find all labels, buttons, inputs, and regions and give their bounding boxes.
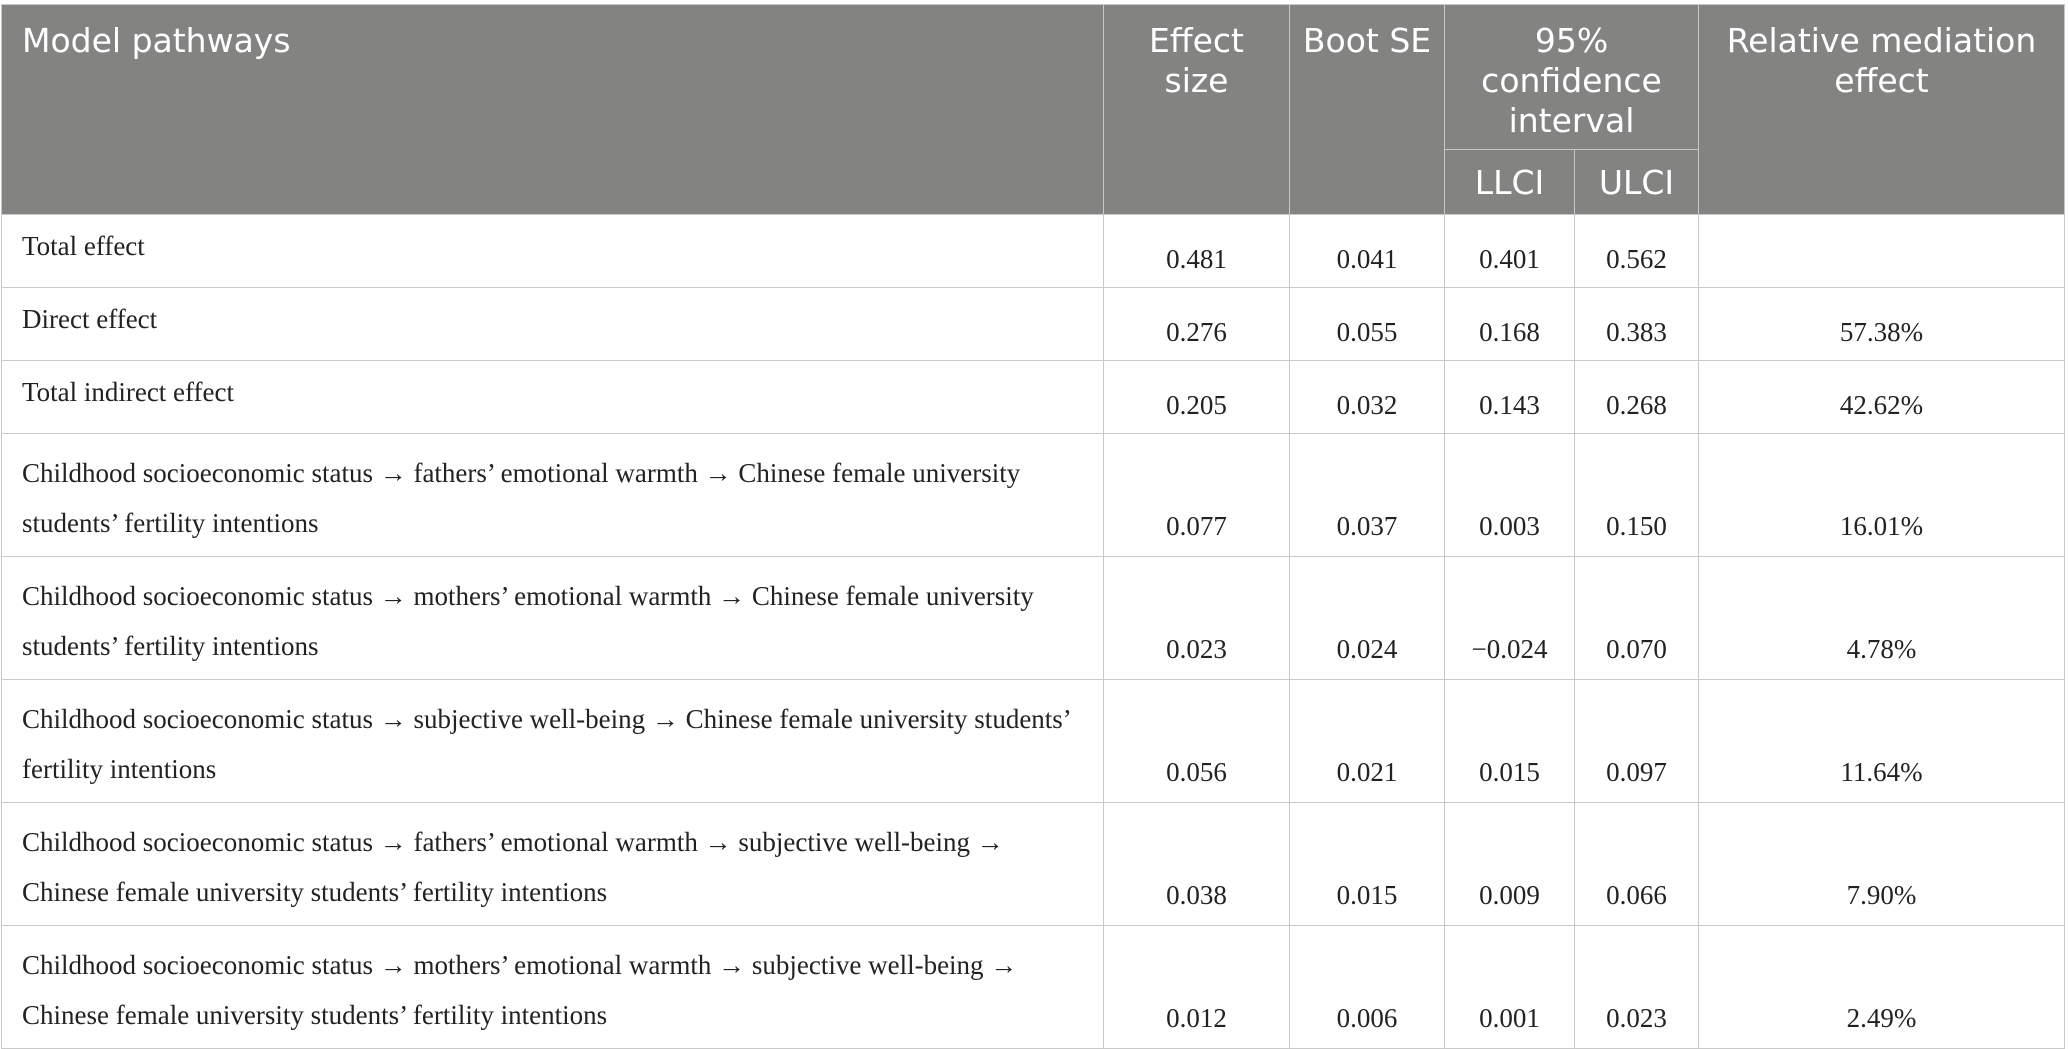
cell-ulci: 0.097 [1573, 679, 1700, 803]
cell-boot-se: 0.055 [1289, 287, 1445, 361]
cell-llci: 0.003 [1444, 433, 1575, 557]
cell-relative-effect: 11.64% [1698, 679, 2066, 803]
table-row: Childhood socioeconomic status → mothers… [1, 556, 2066, 680]
table-row: Childhood socioeconomic status → mothers… [1, 925, 2066, 1049]
table-row: Childhood socioeconomic status → fathers… [1, 433, 2066, 557]
header-boot-se: Boot SE [1289, 4, 1445, 215]
cell-ulci: 0.066 [1573, 802, 1700, 926]
cell-llci: 0.168 [1444, 287, 1575, 361]
cell-relative-effect: 2.49% [1698, 925, 2066, 1049]
cell-relative-effect [1698, 214, 2066, 288]
cell-effect-size: 0.056 [1103, 679, 1290, 803]
table-row: Childhood socioeconomic status → fathers… [1, 802, 2066, 926]
cell-llci: −0.024 [1444, 556, 1575, 680]
cell-pathway: Direct effect [1, 287, 1104, 361]
cell-relative-effect: 42.62% [1698, 360, 2066, 434]
cell-pathway: Childhood socioeconomic status → fathers… [1, 433, 1104, 557]
cell-ulci: 0.150 [1573, 433, 1700, 557]
cell-pathway: Childhood socioeconomic status → mothers… [1, 925, 1104, 1049]
cell-ulci: 0.023 [1573, 925, 1700, 1049]
table-row: Total indirect effect 0.205 0.032 0.143 … [1, 360, 2066, 434]
cell-effect-size: 0.038 [1103, 802, 1290, 926]
table-body: Total effect 0.481 0.041 0.401 0.562 Dir… [1, 214, 2066, 1049]
cell-effect-size: 0.012 [1103, 925, 1290, 1049]
cell-boot-se: 0.037 [1289, 433, 1445, 557]
cell-relative-effect: 7.90% [1698, 802, 2066, 926]
cell-relative-effect: 57.38% [1698, 287, 2066, 361]
header-model-pathways: Model pathways [1, 4, 1104, 215]
cell-llci: 0.001 [1444, 925, 1575, 1049]
cell-ulci: 0.070 [1573, 556, 1700, 680]
table-row: Total effect 0.481 0.041 0.401 0.562 [1, 214, 2066, 288]
header-confidence-interval: 95% confidence interval [1443, 4, 1700, 150]
table-header: Model pathways Effect size Boot SE 95% c… [1, 4, 2066, 215]
cell-llci: 0.009 [1444, 802, 1575, 926]
cell-boot-se: 0.021 [1289, 679, 1445, 803]
header-ulci: ULCI [1573, 149, 1700, 215]
cell-pathway: Childhood socioeconomic status → subject… [1, 679, 1104, 803]
table-row: Direct effect 0.276 0.055 0.168 0.383 57… [1, 287, 2066, 361]
header-effect-size: Effect size [1103, 4, 1290, 215]
cell-effect-size: 0.023 [1103, 556, 1290, 680]
cell-boot-se: 0.041 [1289, 214, 1445, 288]
cell-effect-size: 0.205 [1103, 360, 1290, 434]
cell-effect-size: 0.077 [1103, 433, 1290, 557]
cell-pathway: Total indirect effect [1, 360, 1104, 434]
cell-pathway: Total effect [1, 214, 1104, 288]
header-relative-mediation-effect: Relative mediation effect [1698, 4, 2066, 215]
cell-llci: 0.143 [1444, 360, 1575, 434]
cell-boot-se: 0.024 [1289, 556, 1445, 680]
cell-relative-effect: 4.78% [1698, 556, 2066, 680]
cell-llci: 0.401 [1444, 214, 1575, 288]
cell-ulci: 0.562 [1573, 214, 1700, 288]
cell-effect-size: 0.481 [1103, 214, 1290, 288]
cell-pathway: Childhood socioeconomic status → fathers… [1, 802, 1104, 926]
cell-relative-effect: 16.01% [1698, 433, 2066, 557]
cell-boot-se: 0.015 [1289, 802, 1445, 926]
table-row: Childhood socioeconomic status → subject… [1, 679, 2066, 803]
cell-ulci: 0.383 [1573, 287, 1700, 361]
cell-boot-se: 0.032 [1289, 360, 1445, 434]
cell-ulci: 0.268 [1573, 360, 1700, 434]
cell-boot-se: 0.006 [1289, 925, 1445, 1049]
cell-pathway: Childhood socioeconomic status → mothers… [1, 556, 1104, 680]
cell-llci: 0.015 [1444, 679, 1575, 803]
cell-effect-size: 0.276 [1103, 287, 1290, 361]
header-llci: LLCI [1444, 149, 1575, 215]
mediation-effects-table: Model pathways Effect size Boot SE 95% c… [1, 4, 2066, 1049]
